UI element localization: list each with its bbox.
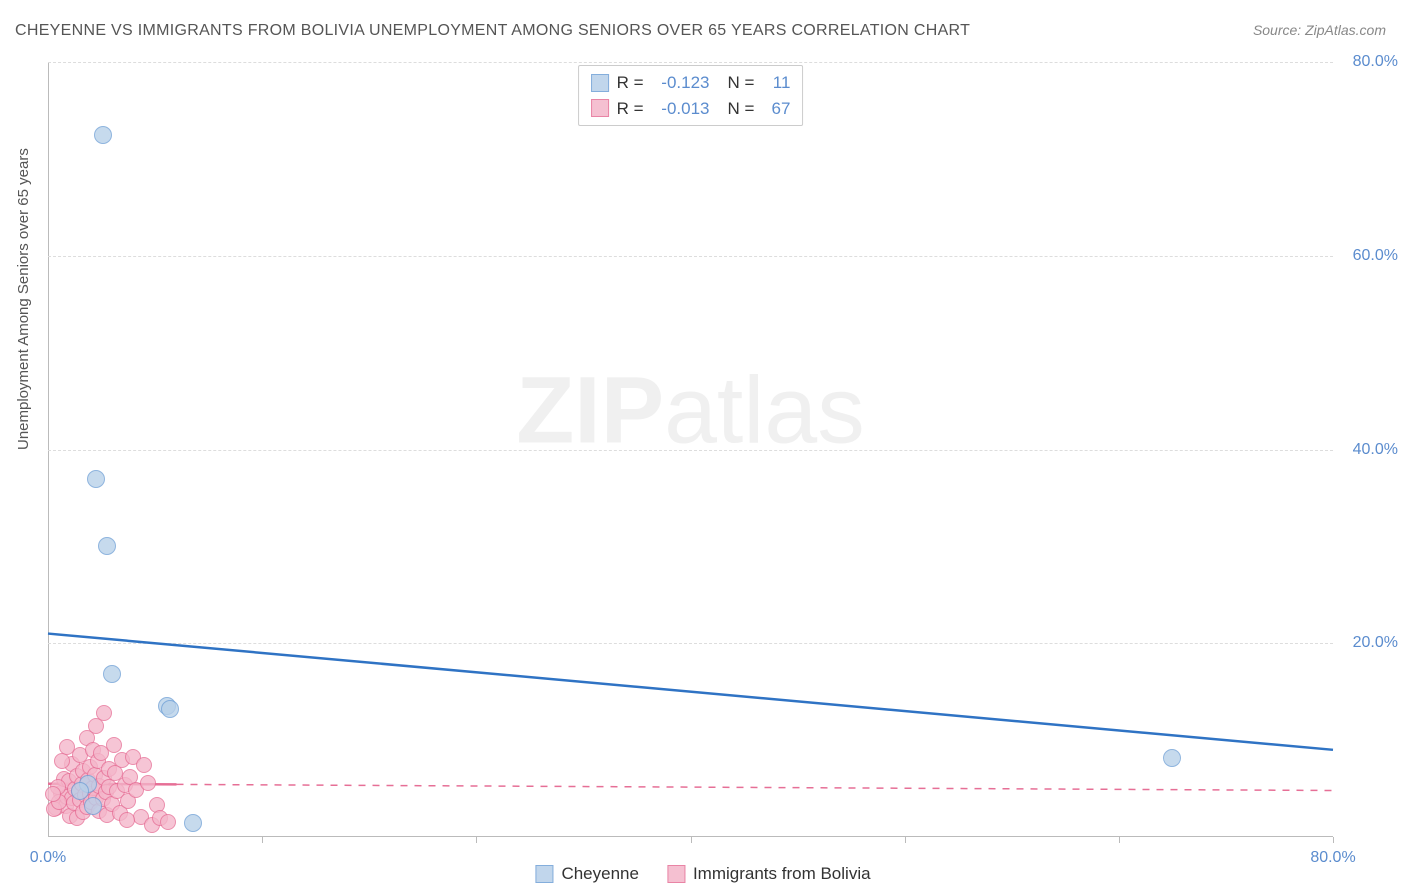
x-tick-mark	[1333, 837, 1334, 843]
legend-label-bolivia: Immigrants from Bolivia	[693, 864, 871, 884]
scatter-point-bolivia	[140, 775, 156, 791]
x-tick-mark	[1119, 837, 1120, 843]
trend-line	[177, 784, 1334, 790]
scatter-point-cheyenne	[1163, 749, 1181, 767]
y-axis-label: Unemployment Among Seniors over 65 years	[15, 148, 32, 450]
correlation-legend: R = -0.123 N = 11 R = -0.013 N = 67	[578, 65, 804, 126]
legend-label-cheyenne: Cheyenne	[561, 864, 639, 884]
x-tick-mark	[691, 837, 692, 843]
source-attribution: Source: ZipAtlas.com	[1253, 22, 1386, 38]
scatter-point-bolivia	[160, 814, 176, 830]
swatch-bolivia	[667, 865, 685, 883]
scatter-point-bolivia	[45, 786, 61, 802]
scatter-point-bolivia	[96, 705, 112, 721]
scatter-point-cheyenne	[98, 537, 116, 555]
y-tick-label: 20.0%	[1353, 634, 1398, 652]
y-tick-label: 80.0%	[1353, 53, 1398, 71]
plot-area: ZIPatlas R = -0.123 N = 11 R = -0.013 N …	[48, 62, 1333, 837]
y-tick-label: 40.0%	[1353, 441, 1398, 459]
x-tick-label: 0.0%	[30, 849, 66, 867]
scatter-point-bolivia	[119, 812, 135, 828]
scatter-point-bolivia	[106, 737, 122, 753]
series-legend: Cheyenne Immigrants from Bolivia	[535, 864, 870, 884]
scatter-point-bolivia	[59, 739, 75, 755]
swatch-cheyenne	[591, 74, 609, 92]
trend-lines	[48, 62, 1333, 837]
scatter-point-cheyenne	[71, 782, 89, 800]
scatter-point-bolivia	[136, 757, 152, 773]
scatter-point-cheyenne	[184, 814, 202, 832]
x-tick-mark	[262, 837, 263, 843]
chart-title: CHEYENNE VS IMMIGRANTS FROM BOLIVIA UNEM…	[15, 22, 970, 40]
y-tick-label: 60.0%	[1353, 247, 1398, 265]
scatter-point-cheyenne	[103, 665, 121, 683]
trend-line	[48, 634, 1333, 750]
scatter-point-cheyenne	[84, 797, 102, 815]
x-tick-mark	[905, 837, 906, 843]
swatch-cheyenne	[535, 865, 553, 883]
scatter-point-cheyenne	[87, 470, 105, 488]
swatch-bolivia	[591, 99, 609, 117]
scatter-point-cheyenne	[161, 700, 179, 718]
scatter-point-cheyenne	[94, 126, 112, 144]
x-tick-label: 80.0%	[1310, 849, 1355, 867]
scatter-point-bolivia	[54, 753, 70, 769]
x-tick-mark	[476, 837, 477, 843]
